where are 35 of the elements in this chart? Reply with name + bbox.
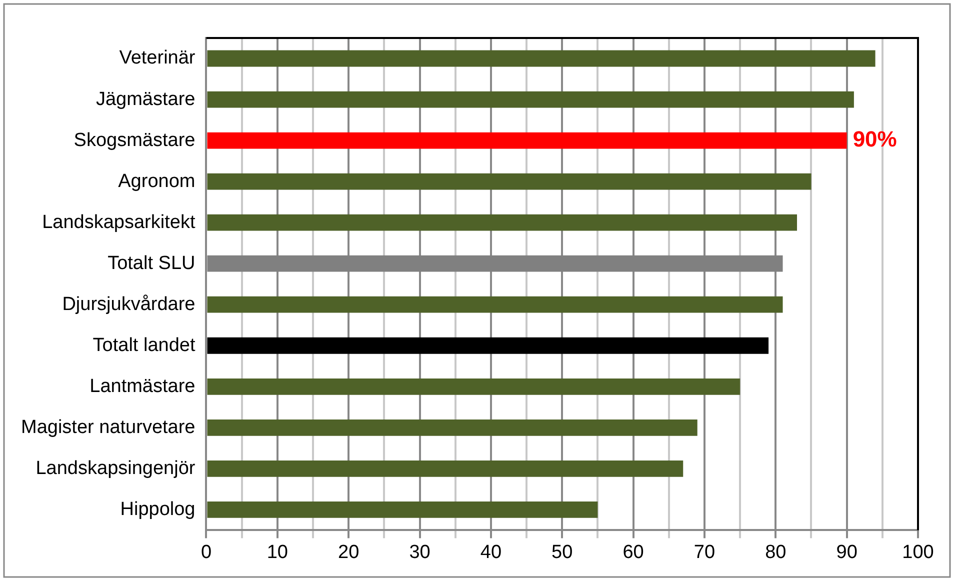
bar: [207, 91, 854, 108]
bar: [207, 50, 876, 67]
y-tick-label: Lantmästare: [90, 376, 196, 397]
x-tick-label: 50: [552, 542, 573, 563]
x-tick-label: 100: [902, 542, 934, 563]
bar: [207, 501, 598, 518]
y-tick-label: Magister naturvetare: [20, 416, 196, 438]
data-label: 90%: [852, 126, 897, 152]
x-tick-label: 0: [200, 542, 212, 563]
bar: [207, 337, 769, 354]
x-tick-label: 40: [480, 542, 502, 563]
y-tick-label: Jägmästare: [96, 88, 196, 110]
y-tick-label: Djursjukvårdare: [62, 294, 196, 315]
bar: [207, 419, 698, 436]
x-tick-label: 90: [836, 542, 858, 563]
x-tick-label: 10: [266, 542, 288, 563]
x-tick-label: 30: [409, 542, 430, 563]
bar: [207, 214, 797, 231]
x-tick-label: 70: [694, 542, 716, 563]
x-tick-label: 20: [338, 542, 360, 563]
bar: [207, 296, 783, 313]
bar: [207, 460, 684, 477]
y-tick-label: Agronom: [118, 170, 196, 192]
bar: [207, 132, 847, 149]
y-tick-label: Totalt SLU: [108, 252, 196, 274]
x-tick-label: 60: [622, 542, 644, 563]
y-tick-label: Veterinär: [119, 48, 196, 69]
y-tick-label: Landskapsingenjör: [36, 458, 196, 479]
y-tick-label: Hippolog: [120, 498, 196, 520]
y-tick-label: Totalt landet: [92, 334, 196, 356]
bar: [207, 173, 812, 190]
y-tick-label: Landskapsarkitekt: [42, 212, 196, 233]
x-tick-label: 80: [765, 542, 786, 563]
y-tick-label: Skogsmästare: [74, 130, 196, 151]
bar: [207, 378, 740, 395]
